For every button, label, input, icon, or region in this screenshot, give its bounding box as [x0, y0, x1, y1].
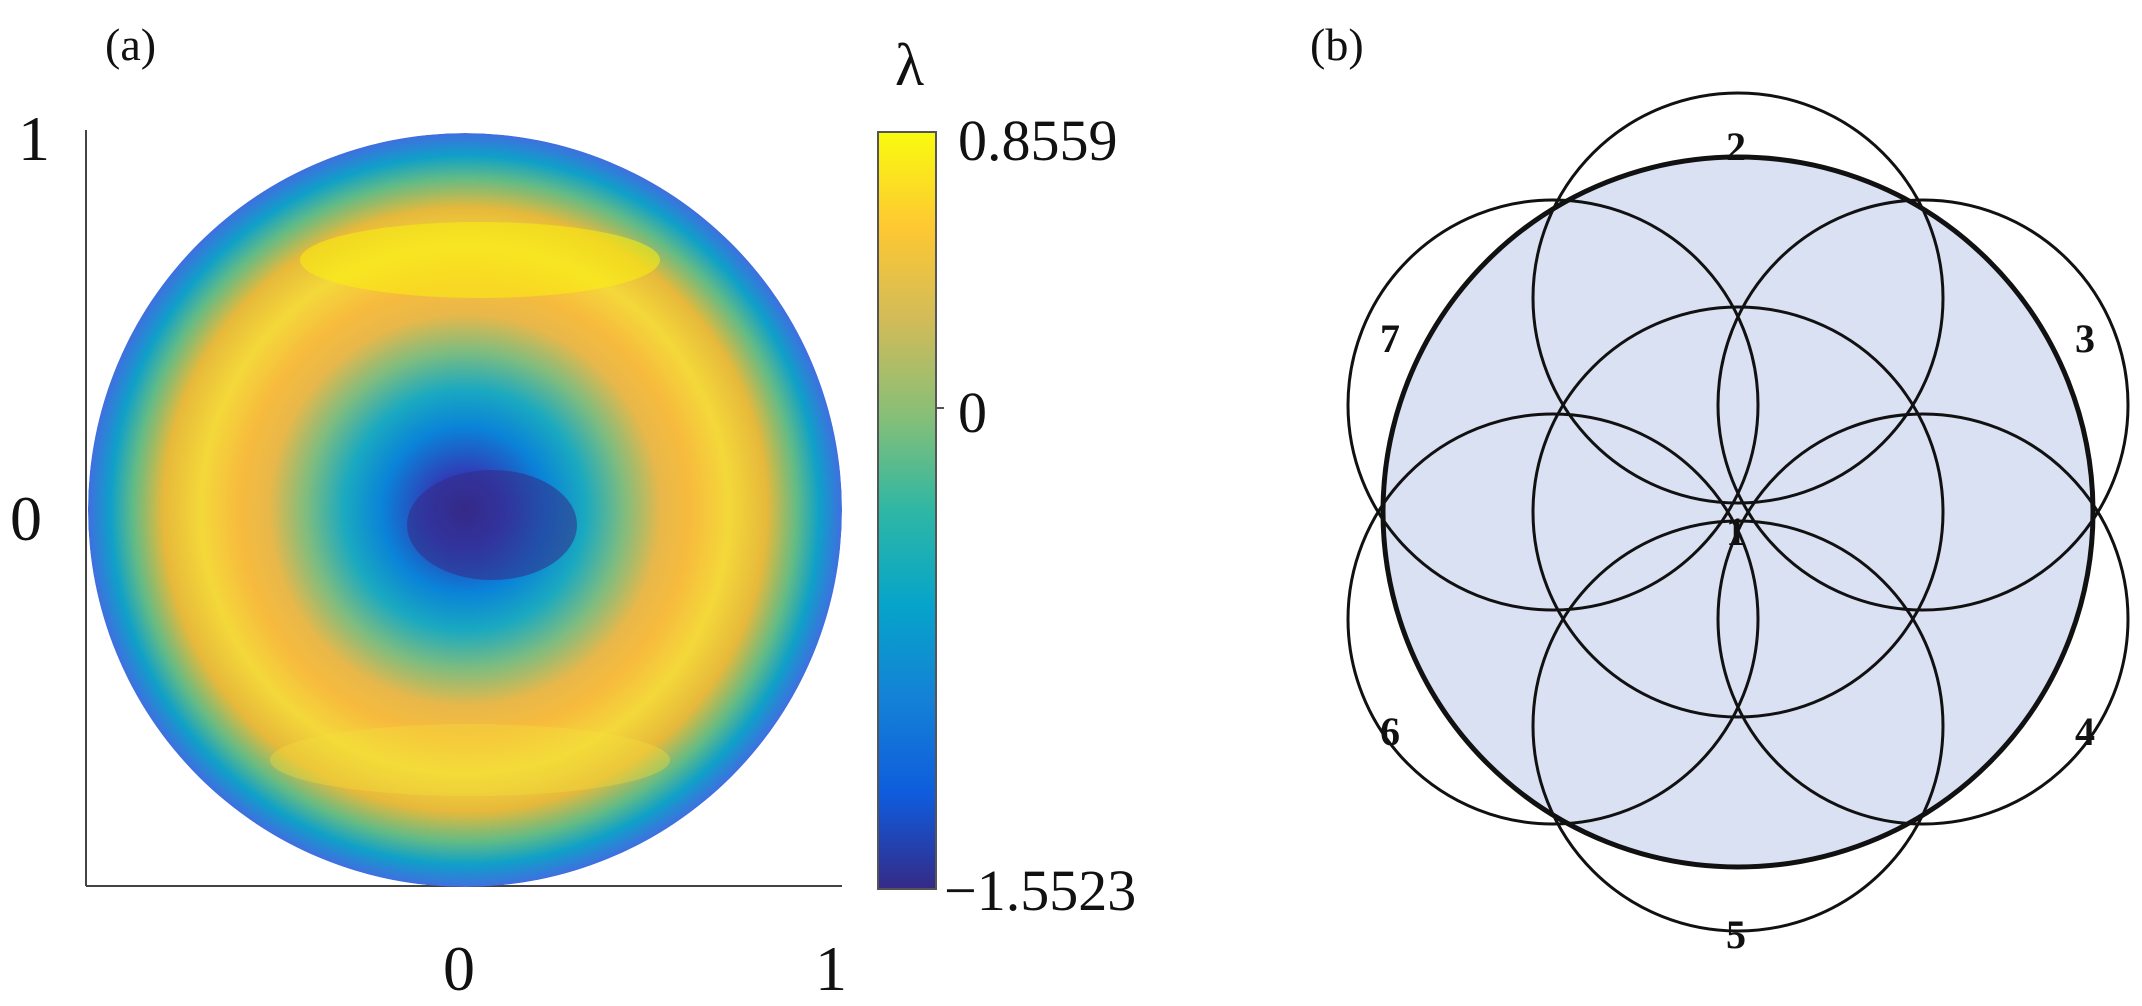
colorbar-min-label: −1.5523 — [944, 858, 1136, 923]
circle-2 — [1531, 91, 1945, 505]
y-tick-mid: 0 — [10, 483, 42, 554]
colorbar-mid-label: 0 — [958, 380, 987, 445]
colorbar: λ 0.8559 0 −1.5523 — [877, 32, 1136, 923]
circle-6 — [1346, 412, 1760, 826]
panel-b-label: (b) — [1310, 19, 1364, 70]
circle-label-4: 4 — [2075, 709, 2095, 754]
panel-a-label: (a) — [105, 19, 156, 70]
colorbar-ramp — [877, 131, 937, 890]
colorbar-max-label: 0.8559 — [958, 108, 1118, 173]
circle-label-6: 6 — [1380, 709, 1400, 754]
circle-label-1: 1 — [1726, 509, 1746, 554]
panel-a: (a) 1 0 0 1 λ 0.8559 0 −1.5523 — [10, 19, 1136, 1004]
circle-7 — [1346, 198, 1760, 612]
circle-3 — [1716, 198, 2130, 612]
colorbar-symbol: λ — [895, 32, 924, 98]
x-tick-mid: 0 — [443, 933, 475, 1004]
circle-label-2: 2 — [1726, 124, 1746, 169]
circle-1 — [1531, 305, 1945, 719]
heatmap-disk — [88, 133, 842, 887]
circle-label-3: 3 — [2075, 316, 2095, 361]
panel-b: (b) 1 2 3 4 5 6 7 — [1310, 19, 2130, 957]
base-circle — [1380, 154, 2096, 870]
x-tick-right: 1 — [815, 933, 847, 1004]
circle-4 — [1716, 412, 2130, 826]
circle-label-5: 5 — [1726, 912, 1746, 957]
y-tick-top: 1 — [18, 103, 50, 174]
circle-5 — [1531, 519, 1945, 933]
circle-label-7: 7 — [1380, 316, 1400, 361]
